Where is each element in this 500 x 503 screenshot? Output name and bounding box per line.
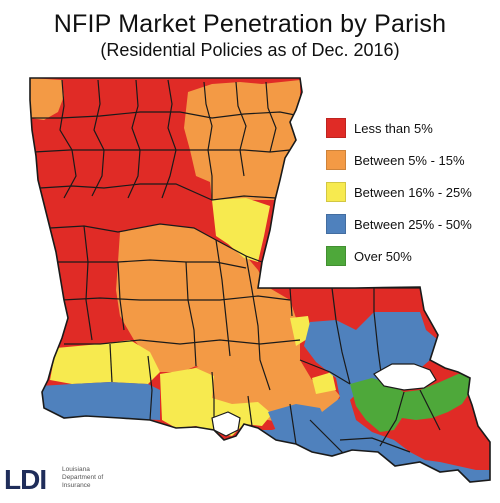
- legend-item-16-25: Between 16% - 25%: [326, 181, 500, 203]
- logo-mark: LDI: [4, 464, 47, 495]
- region-orange-northwest-corner: [30, 78, 64, 120]
- legend-label: Over 50%: [354, 248, 412, 264]
- map-subtitle: (Residential Policies as of Dec. 2016): [100, 40, 400, 60]
- logo-caption: Louisiana Department of Insurance: [62, 466, 122, 490]
- region-yellow-northeast: [212, 198, 270, 262]
- state-outline: [29, 77, 491, 483]
- region-blue-southwest: [40, 382, 160, 420]
- region-yellow-south-central: [160, 368, 272, 436]
- legend-item-5-15: Between 5% - 15%: [326, 149, 500, 171]
- region-green-coast: [350, 374, 470, 432]
- legend-label: Between 16% - 25%: [354, 184, 472, 200]
- ldi-logo: LDI Louisiana Department of Insurance: [4, 462, 114, 498]
- legend-swatch-orange: [326, 150, 346, 170]
- region-yellow-southwest: [50, 340, 160, 384]
- water-features: [211, 363, 437, 437]
- region-blue-river-parishes: [268, 404, 370, 460]
- legend-swatch-green: [326, 246, 346, 266]
- legend-label: Between 25% - 50%: [354, 216, 472, 232]
- legend-swatch-yellow: [326, 182, 346, 202]
- legend-swatch-red: [326, 118, 346, 138]
- region-yellow-small: [312, 372, 336, 394]
- legend-swatch-blue: [326, 214, 346, 234]
- lake-pontchartrain: [373, 363, 437, 391]
- logo-line-1: Louisiana: [62, 466, 90, 473]
- logo-line-2: Department of: [62, 474, 104, 481]
- legend-item-less-than-5: Less than 5%: [326, 117, 500, 139]
- logo-line-3: Insurance: [62, 482, 91, 489]
- legend-label: Less than 5%: [354, 120, 433, 136]
- map-title: NFIP Market Penetration by Parish: [53, 10, 447, 38]
- legend-item-25-50: Between 25% - 50%: [326, 213, 500, 235]
- region-orange-central: [116, 224, 340, 418]
- legend-item-over-50: Over 50%: [326, 245, 500, 267]
- legend-label: Between 5% - 15%: [354, 152, 465, 168]
